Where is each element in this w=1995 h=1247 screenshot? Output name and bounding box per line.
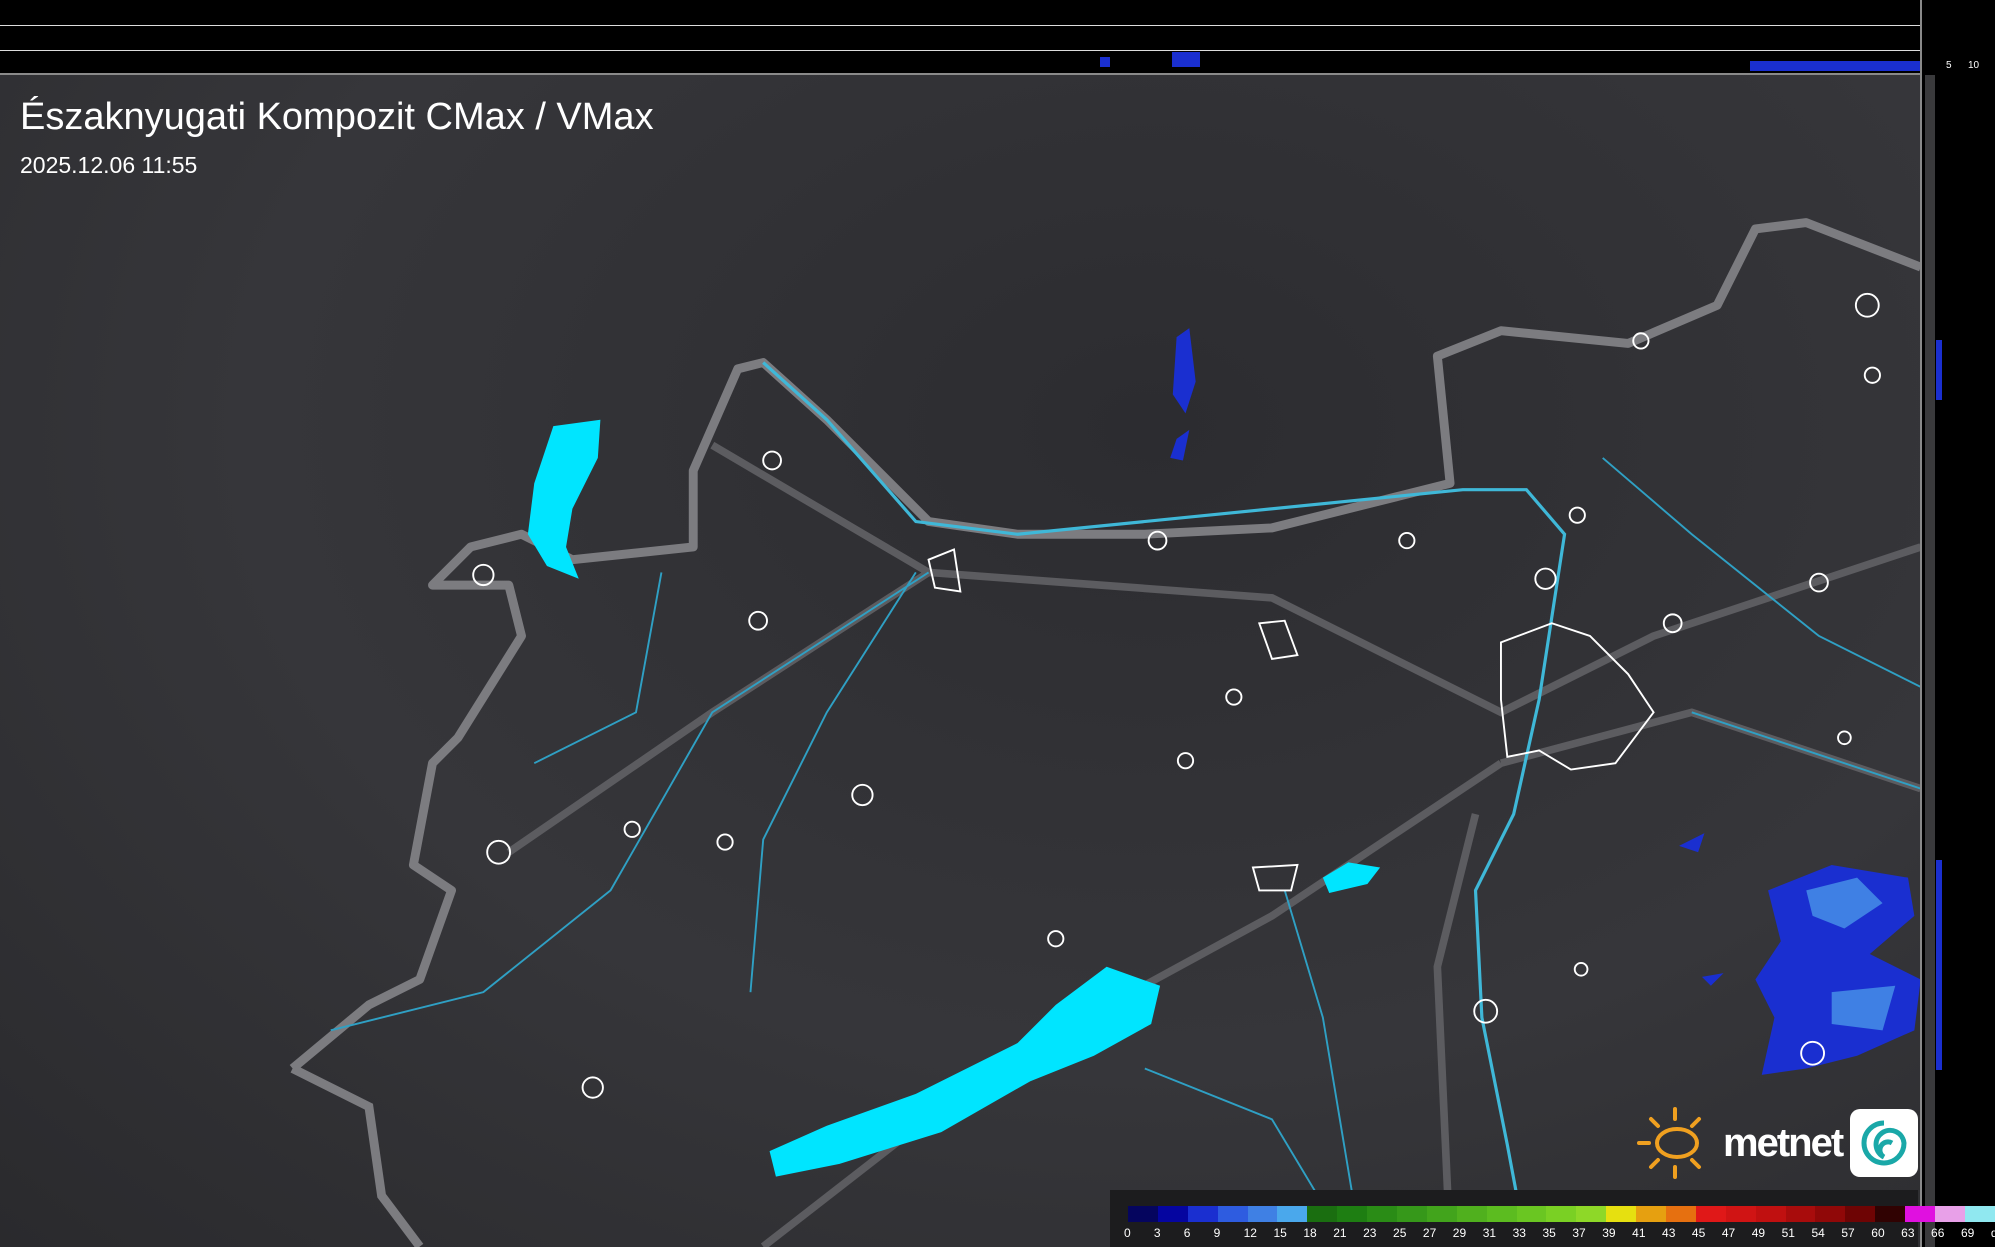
legend-label: 0: [1124, 1226, 1131, 1240]
legend-label: 6: [1183, 1226, 1191, 1240]
legend-label: 3: [1153, 1226, 1161, 1240]
legend-label: 33: [1512, 1226, 1526, 1240]
radar-echo: [1936, 340, 1942, 400]
legend-swatch: [1725, 1206, 1756, 1222]
radar-echo: [1170, 328, 1920, 1075]
legend-swatch: [1755, 1206, 1786, 1222]
legend-swatch: [1815, 1206, 1846, 1222]
legend-swatch: [1606, 1206, 1637, 1222]
river-danube: [762, 361, 1567, 1247]
legend-label: 66: [1931, 1226, 1945, 1240]
tick-label: 10: [1968, 60, 1980, 71]
map-layer: [289, 218, 1920, 1247]
legend-swatch: [1307, 1206, 1338, 1222]
legend-label: 35: [1542, 1226, 1556, 1240]
river: [330, 457, 1920, 1247]
legend-swatch: [1964, 1206, 1995, 1222]
scale-labels: 0 3 6 9 12 15 18 21 23 25 27 29 31 33 35 37 39 41 43 45 47 49…: [1124, 1226, 1995, 1240]
legend-label: 63: [1901, 1226, 1915, 1240]
legend-swatch: [1247, 1206, 1278, 1222]
legend-swatch: [1128, 1206, 1158, 1222]
legend-swatch: [1486, 1206, 1517, 1222]
legend-swatch: [1576, 1206, 1607, 1222]
gridline: [0, 25, 1920, 26]
radar-echo: [1936, 860, 1942, 1070]
legend-label: 60: [1871, 1226, 1885, 1240]
legend-label: 49: [1751, 1226, 1766, 1240]
page-title: Északnyugati Kompozit CMax / VMax: [20, 96, 654, 138]
legend-label: 15: [1273, 1226, 1287, 1240]
legend-swatch: [1217, 1206, 1248, 1222]
legend-label: 21: [1333, 1226, 1347, 1240]
legend-label: 29: [1452, 1226, 1467, 1240]
gridline: [0, 50, 1920, 51]
legend-swatch: [1337, 1206, 1368, 1222]
legend-swatch: [1666, 1206, 1696, 1222]
legend-label: 47: [1721, 1226, 1736, 1240]
logo-text: metnet: [1723, 1120, 1844, 1165]
radar-echo: [1172, 52, 1200, 67]
legend-label: 39: [1602, 1226, 1616, 1240]
legend-label: 25: [1393, 1226, 1407, 1240]
legend-label: 18: [1303, 1226, 1317, 1240]
legend-swatch: [1636, 1206, 1667, 1222]
metnet-logo: metnet: [1635, 1105, 1919, 1181]
legend-unit: dBZ: [1990, 1226, 1995, 1240]
legend-label: 12: [1243, 1226, 1257, 1240]
legend-swatch: [1367, 1206, 1398, 1222]
legend-label: 31: [1482, 1226, 1497, 1240]
legend-swatch: [1546, 1206, 1577, 1222]
legend-swatch: [1845, 1206, 1876, 1222]
dbz-legend: 0 3 6 9 12 15 18 21 23 25 27 29 31 33 35 37 39 41 43 45 47 49…: [1110, 1190, 1995, 1247]
legend-swatch: [1157, 1206, 1188, 1222]
lake-neusiedl: [527, 419, 601, 579]
legend-swatch: [1935, 1206, 1965, 1222]
legend-label: 43: [1662, 1226, 1676, 1240]
legend-label: 37: [1572, 1226, 1586, 1240]
legend-label: 57: [1841, 1226, 1855, 1240]
profile-column: [1925, 75, 1935, 1247]
radar-echo: [1806, 877, 1896, 1031]
legend-swatch: [1426, 1206, 1457, 1222]
legend-label: 69: [1960, 1226, 1975, 1240]
legend-swatch: [1277, 1206, 1308, 1222]
legend-label: 9: [1213, 1226, 1221, 1240]
lake-balaton: [769, 966, 1161, 1177]
sun-icon: [1637, 1107, 1701, 1179]
legend-label: 27: [1422, 1226, 1437, 1240]
radar-map[interactable]: [0, 75, 1920, 1247]
legend-swatch: [1785, 1206, 1816, 1222]
legend-label: 54: [1811, 1226, 1825, 1240]
legend-label: 23: [1363, 1226, 1377, 1240]
tick-label: 5: [1946, 60, 1952, 71]
vertical-profile-right: 5 10: [1920, 0, 1995, 1247]
legend-swatch: [1187, 1206, 1218, 1222]
radar-echo: [1100, 57, 1110, 67]
legend-label: 45: [1691, 1226, 1706, 1240]
legend-swatch: [1456, 1206, 1487, 1222]
color-scale: [1128, 1206, 1995, 1222]
legend-label: 41: [1632, 1226, 1646, 1240]
legend-swatch: [1875, 1206, 1906, 1222]
radar-echo: [1750, 61, 1920, 71]
legend-swatch: [1905, 1206, 1936, 1222]
swirl-icon: [1850, 1109, 1919, 1177]
legend-label: 51: [1781, 1226, 1795, 1240]
city-outlines: [472, 292, 1881, 1099]
country-border: [290, 1064, 424, 1247]
timestamp: 2025.12.06 11:55: [20, 152, 198, 178]
vertical-profile-top: 10 5: [0, 0, 1935, 75]
legend-swatch: [1516, 1206, 1547, 1222]
legend-swatch: [1397, 1206, 1427, 1222]
country-border: [289, 218, 1920, 1072]
lake-velence: [1322, 862, 1381, 893]
legend-swatch: [1695, 1206, 1726, 1222]
